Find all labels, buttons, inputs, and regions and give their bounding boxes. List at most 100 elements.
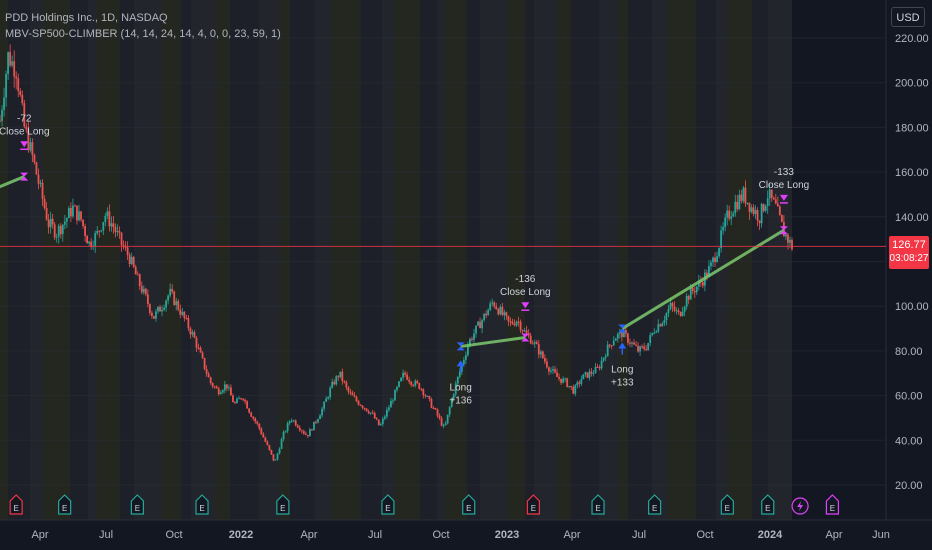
earnings-icon[interactable] [526,494,540,515]
earnings-letter: E [199,504,204,513]
candle-body [780,214,783,222]
candle-body [610,345,613,347]
time-tick-label: Jul [632,529,646,541]
candle-body [94,233,97,247]
entry-value-label: +136 [449,395,472,406]
candle-body [661,323,664,327]
candle-body [701,282,704,286]
candle-body [422,389,425,396]
candle-body [657,324,660,332]
candle-body [319,415,321,420]
candle-body [469,338,471,346]
candle-body [282,432,285,440]
time-tick-label: Oct [165,529,182,541]
candle-body [80,211,82,220]
candle-body [487,309,490,316]
candle-body [651,332,654,336]
dividend-lightning-icon[interactable] [791,497,809,515]
candle-body [396,386,398,391]
candle-body [669,303,672,310]
candle-body [136,274,139,276]
earnings-icon[interactable] [276,494,290,515]
candle-body [570,385,573,387]
candle-body [35,162,38,175]
exit-label: Close Long [759,180,810,191]
candle-body [205,368,208,374]
price-tick-label: 200.00 [895,78,929,90]
candle-body [616,333,619,339]
earnings-icon[interactable] [58,494,72,515]
candle-body [17,78,20,92]
candle-body [341,371,344,382]
earnings-icon[interactable] [381,494,395,515]
grid-lines [0,37,886,486]
candle-body [240,398,242,400]
candle-body [675,310,678,312]
candle-body [420,388,423,390]
entry-signal-icon[interactable] [456,342,465,351]
candle-body [665,313,668,321]
candle-body [588,371,591,378]
candle-body [691,287,694,292]
price-tick-label: 220.00 [895,33,929,45]
earnings-icon[interactable] [720,494,734,515]
earnings-icon[interactable] [9,494,23,515]
earnings-icon[interactable] [825,494,840,515]
exit-signal-icon[interactable] [20,172,29,181]
earnings-icon[interactable] [130,494,144,515]
candle-body [442,425,445,427]
earnings-letter: E [466,504,471,513]
candle-body [485,313,488,316]
candle-body [69,208,72,217]
candle-body [335,376,338,385]
candle-body [685,295,688,307]
time-axis[interactable]: Apr Jul Oct 2022 Apr Jul Oct 2023 Apr Jul Oct 2024 A… [31,529,889,541]
exit-signal-icon[interactable] [779,226,788,235]
candle-body [789,239,791,243]
candle-body [438,415,441,419]
candle-body [452,394,455,399]
candle-body [596,366,599,368]
earnings-icon[interactable] [591,494,605,515]
earnings-icon[interactable] [648,494,662,515]
candle-body [187,317,190,329]
candle-body [61,224,64,235]
entry-signal-icon[interactable] [618,324,627,333]
indicator-title[interactable]: MBV-SP500-CLIMBER (14, 14, 24, 14, 4, 0,… [5,28,281,40]
candle-body [361,405,364,408]
currency-button[interactable]: USD [891,7,925,27]
candle-body [517,321,520,323]
earnings-icon[interactable] [462,494,476,515]
candle-body [304,433,307,435]
candle-body [197,347,200,349]
candle-body [776,203,779,207]
entry-label: Long [450,382,472,393]
earnings-icon[interactable] [761,494,775,515]
candle-body [375,418,378,420]
candle-body [708,266,710,277]
candle-body [527,333,530,336]
candle-body [633,342,635,345]
earnings-letter: E [765,504,770,513]
session-band [752,0,768,520]
candle-body [586,372,589,378]
candle-body [772,197,775,200]
candle-body [254,418,257,422]
candle-body [608,344,611,346]
trade-line [0,175,25,189]
candle-body [430,398,433,408]
candle-body [248,408,251,413]
candle-body [501,306,504,315]
exit-label: Close Long [500,287,551,298]
session-band [70,0,88,520]
candle-body [74,205,76,207]
symbol-title[interactable]: PDD Holdings Inc., 1D, NASDAQ [5,12,168,24]
candle-body [706,272,708,277]
candle-body [78,211,80,221]
candle-body [552,369,554,371]
candle-body [207,373,210,378]
exit-signal-icon[interactable] [521,333,530,342]
earnings-icon[interactable] [195,494,209,515]
